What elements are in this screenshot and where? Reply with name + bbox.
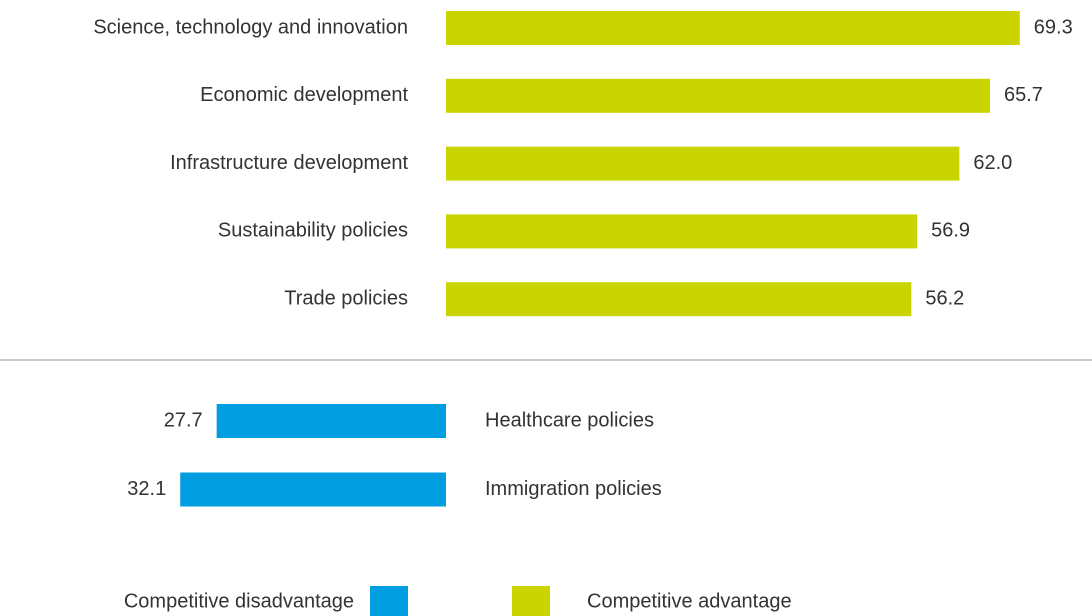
- category-label: Immigration policies: [485, 478, 662, 500]
- value-label: 65.7: [1004, 84, 1043, 106]
- value-label: 27.7: [164, 409, 203, 431]
- value-label: 69.3: [1034, 16, 1073, 38]
- legend-label: Competitive disadvantage: [124, 590, 354, 612]
- bar: [180, 472, 446, 507]
- bar: [446, 282, 912, 317]
- bar: [446, 11, 1020, 45]
- bar: [216, 404, 446, 438]
- category-label: Sustainability policies: [218, 220, 408, 242]
- legend-label: Competitive advantage: [587, 590, 792, 612]
- value-label: 56.9: [931, 220, 970, 242]
- legend-swatch: [512, 586, 550, 616]
- value-label: 62.0: [973, 152, 1012, 174]
- bar: [446, 78, 990, 113]
- category-label: Infrastructure development: [170, 152, 408, 174]
- category-label: Economic development: [200, 84, 408, 106]
- category-label: Healthcare policies: [485, 409, 654, 431]
- category-label: Trade policies: [284, 287, 408, 309]
- category-label: Science, technology and innovation: [93, 16, 408, 38]
- value-label: 56.2: [925, 287, 964, 309]
- bar: [446, 146, 960, 181]
- value-label: 32.1: [127, 478, 166, 500]
- legend-swatch: [370, 586, 408, 616]
- bar: [446, 214, 918, 249]
